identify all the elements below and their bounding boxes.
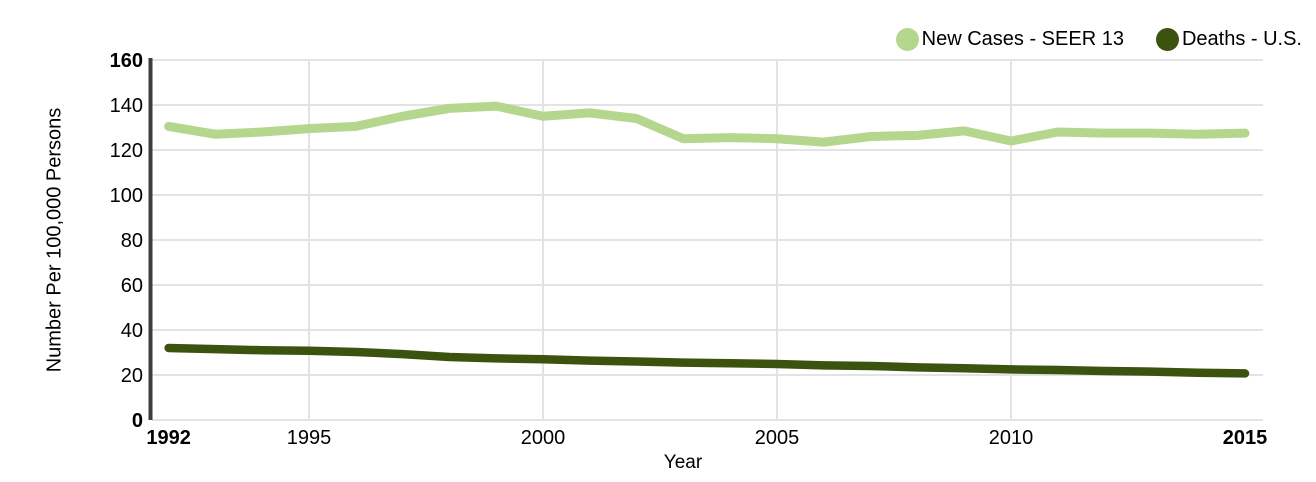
y-tick-label: 60 bbox=[121, 275, 143, 297]
y-tick-label: 120 bbox=[110, 140, 143, 162]
series-line-deaths bbox=[164, 343, 1250, 378]
y-tick-label: 140 bbox=[110, 95, 143, 117]
x-tick-label: 2000 bbox=[521, 427, 566, 449]
legend-dot-deaths-icon bbox=[1155, 27, 1179, 51]
x-tick-label: 2005 bbox=[755, 427, 800, 449]
x-tick-label: 2015 bbox=[1223, 427, 1268, 449]
x-axis-title: Year bbox=[663, 452, 703, 473]
y-tick-label: 100 bbox=[110, 185, 143, 207]
x-tick-label: 1992 bbox=[146, 427, 191, 449]
legend-label-new-cases: New Cases - SEER 13 bbox=[921, 28, 1124, 50]
y-axis-title: Number Per 100,000 Persons bbox=[43, 107, 66, 373]
legend-label-deaths: Deaths - U.S. bbox=[1181, 28, 1302, 50]
x-tick-label: 1995 bbox=[287, 427, 332, 449]
legend-item-deaths: Deaths - U.S. bbox=[1155, 27, 1302, 51]
y-tick-label: 80 bbox=[121, 230, 143, 252]
legend-dot-new-cases-icon bbox=[895, 27, 919, 51]
y-tick-label: 0 bbox=[132, 410, 143, 432]
series-line-new-cases bbox=[164, 101, 1250, 147]
x-tick-label: 2010 bbox=[989, 427, 1034, 449]
y-tick-label: 20 bbox=[121, 365, 143, 387]
legend-item-new-cases: New Cases - SEER 13 bbox=[895, 27, 1124, 51]
legend: New Cases - SEER 13 Deaths - U.S. bbox=[895, 27, 1302, 51]
y-tick-label: 160 bbox=[110, 50, 143, 72]
y-tick-label: 40 bbox=[121, 320, 143, 342]
